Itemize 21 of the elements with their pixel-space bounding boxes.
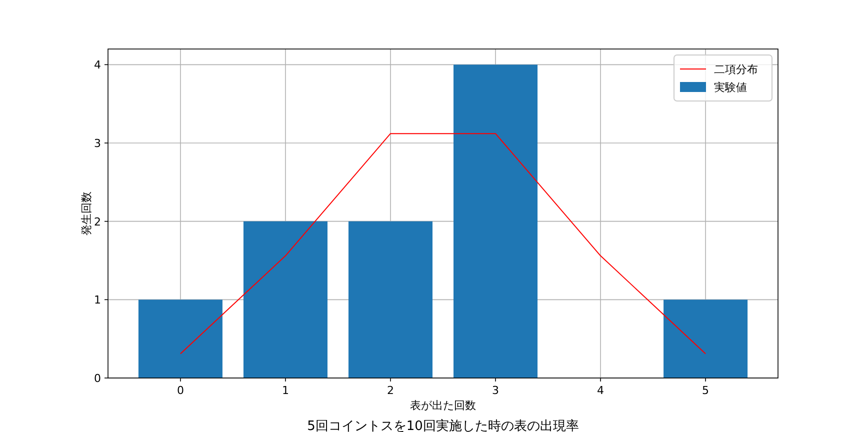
x-axis-title: 表が出た回数 <box>410 399 476 412</box>
legend-label: 二項分布 <box>714 63 758 76</box>
x-tick-label: 3 <box>492 384 500 397</box>
bar <box>348 221 432 378</box>
x-tick-label: 5 <box>702 384 710 397</box>
bar <box>243 221 328 378</box>
y-tick-label: 3 <box>94 137 101 150</box>
text: 5回コイントスを10回実施した時の表の出現率 <box>307 418 579 432</box>
x-tick-label: 0 <box>176 384 184 397</box>
y-tick-label: 2 <box>94 215 101 228</box>
x-tick-label: 4 <box>597 384 604 397</box>
legend-label: 実験値 <box>714 81 747 94</box>
bar <box>664 300 748 378</box>
x-tick-label: 1 <box>282 384 289 397</box>
y-axis-title: 発生回数 <box>80 192 93 236</box>
x-tick-label: 2 <box>386 384 394 397</box>
bar <box>454 64 538 378</box>
bar <box>138 300 222 378</box>
y-tick-label: 0 <box>94 372 101 385</box>
y-tick-label: 4 <box>94 58 101 72</box>
y-tick-label: 1 <box>94 294 101 307</box>
